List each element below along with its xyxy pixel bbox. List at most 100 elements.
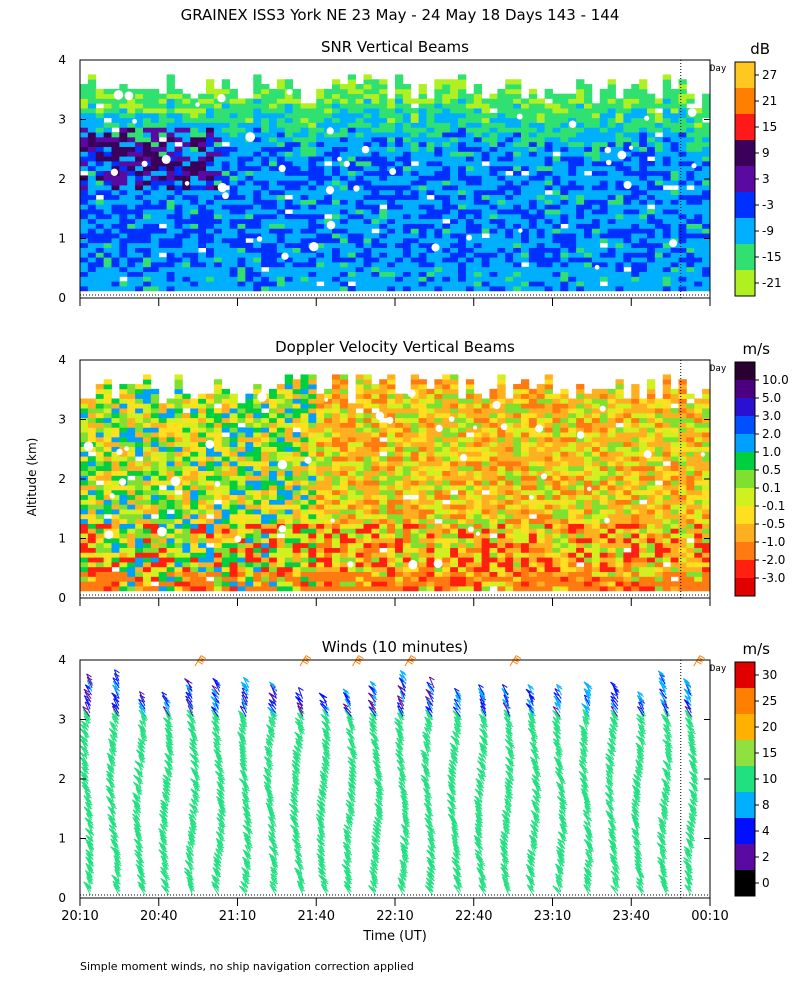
snr-cell xyxy=(599,252,609,258)
doppler-cell xyxy=(103,571,112,577)
snr-cell xyxy=(639,204,648,210)
doppler-cell xyxy=(371,393,380,399)
snr-cell xyxy=(694,151,703,157)
snr-cell xyxy=(127,103,136,109)
snr-cell xyxy=(80,252,89,258)
doppler-cell xyxy=(269,422,278,428)
snr-cell xyxy=(647,103,656,109)
doppler-cell xyxy=(292,485,301,491)
snr-cell xyxy=(308,122,317,128)
snr-cell xyxy=(276,242,286,248)
snr-cell xyxy=(670,151,679,157)
winds-day-label: Day xyxy=(710,664,727,674)
snr-cell xyxy=(552,108,561,114)
snr-cell xyxy=(269,257,278,263)
snr-cell xyxy=(521,213,530,220)
doppler-cell xyxy=(80,513,89,520)
doppler-cell xyxy=(229,489,238,496)
snr-cell xyxy=(465,98,475,104)
snr-cell xyxy=(245,281,254,287)
doppler-cell xyxy=(213,451,223,457)
snr-cell xyxy=(198,165,207,172)
doppler-cell xyxy=(253,557,262,563)
doppler-cell xyxy=(269,388,278,395)
snr-cell xyxy=(528,209,538,215)
snr-cell xyxy=(80,127,89,133)
doppler-cell xyxy=(371,465,380,472)
doppler-cell xyxy=(355,388,364,395)
snr-cell xyxy=(647,252,656,258)
snr-cell xyxy=(371,98,380,104)
snr-cell xyxy=(521,223,530,229)
snr-cell xyxy=(505,199,514,205)
doppler-cell xyxy=(261,494,270,500)
doppler-cell xyxy=(245,427,254,433)
doppler-cell xyxy=(245,533,254,539)
snr-cell xyxy=(103,156,112,162)
snr-cell xyxy=(284,141,294,147)
doppler-cell xyxy=(308,461,317,467)
doppler-cell xyxy=(292,489,301,496)
snr-cell xyxy=(426,103,435,109)
snr-cell xyxy=(552,127,561,133)
doppler-cell xyxy=(127,489,136,496)
doppler-cell xyxy=(284,581,294,587)
snr-cell xyxy=(292,266,301,273)
snr-cell xyxy=(623,122,632,128)
snr-cell xyxy=(434,271,443,277)
snr-cell xyxy=(150,103,160,109)
snr-cell xyxy=(198,180,207,186)
doppler-cell xyxy=(103,403,112,409)
snr-cell xyxy=(174,262,183,268)
snr-cell xyxy=(678,281,687,287)
doppler-cell xyxy=(269,393,278,399)
snr-cell xyxy=(269,175,278,181)
snr-cell xyxy=(615,112,624,119)
doppler-cell xyxy=(127,537,136,544)
snr-cell xyxy=(308,199,317,205)
snr-cell xyxy=(80,262,89,268)
doppler-cell xyxy=(284,379,294,385)
snr-cell xyxy=(418,136,427,143)
snr-cell xyxy=(544,237,553,244)
snr-cell xyxy=(623,151,632,157)
doppler-cell xyxy=(261,557,270,563)
snr-cell xyxy=(332,209,341,215)
snr-cell xyxy=(347,228,357,234)
missing-data-spot xyxy=(617,150,627,160)
snr-cell xyxy=(450,141,459,147)
snr-cell xyxy=(489,252,498,258)
snr-cell xyxy=(694,117,703,123)
snr-cell xyxy=(379,132,388,138)
snr-cell xyxy=(513,127,522,133)
doppler-cell xyxy=(158,408,168,414)
snr-cell xyxy=(458,161,467,167)
doppler-cell xyxy=(292,436,301,443)
doppler-cell xyxy=(213,513,223,520)
snr-cell xyxy=(623,218,632,224)
snr-cell xyxy=(269,165,278,172)
snr-cell xyxy=(410,266,420,273)
snr-cell xyxy=(363,122,372,128)
snr-cell xyxy=(166,223,175,229)
doppler-cell xyxy=(190,586,199,592)
snr-cell xyxy=(410,98,420,104)
snr-cell xyxy=(119,175,128,181)
snr-cell xyxy=(221,132,231,138)
snr-cell xyxy=(607,199,616,205)
doppler-cell xyxy=(182,480,191,486)
snr-cell xyxy=(528,194,538,200)
snr-cell xyxy=(560,112,569,119)
snr-cell xyxy=(316,103,325,109)
snr-cell xyxy=(363,257,372,263)
snr-cell xyxy=(536,276,546,282)
snr-cell xyxy=(465,132,475,138)
snr-cell xyxy=(702,112,711,119)
doppler-cell xyxy=(135,417,144,423)
snr-cell xyxy=(528,136,538,143)
snr-cell xyxy=(253,213,262,220)
doppler-cell xyxy=(87,523,97,529)
doppler-cell xyxy=(237,562,246,568)
snr-cell xyxy=(276,122,286,128)
snr-cell xyxy=(497,112,506,119)
